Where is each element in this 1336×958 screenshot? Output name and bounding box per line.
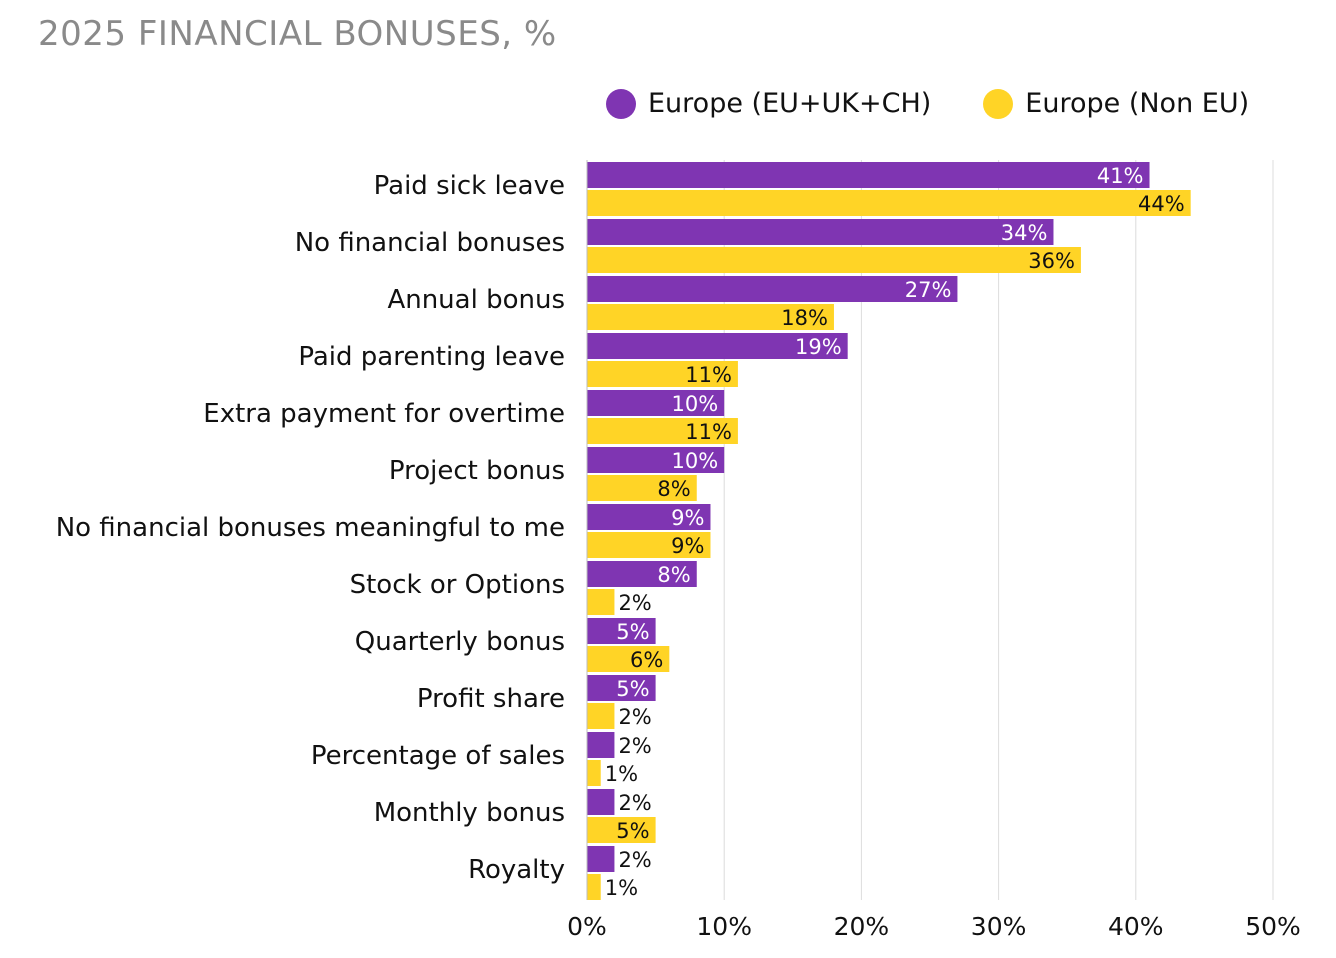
data-label: 11% (685, 420, 732, 444)
bar (587, 760, 601, 786)
x-tick-label: 30% (971, 912, 1027, 941)
data-label: 11% (685, 363, 732, 387)
data-label: 27% (905, 278, 952, 302)
data-label: 10% (672, 449, 719, 473)
data-label: 36% (1028, 249, 1075, 273)
data-label: 2% (618, 591, 651, 615)
category-label: Stock or Options (350, 570, 565, 600)
data-label: 19% (795, 335, 842, 359)
legend-swatch-non-eu (983, 88, 1014, 119)
bar (587, 874, 601, 900)
x-tick-label: 10% (696, 912, 752, 941)
bar (587, 532, 711, 558)
bar (587, 817, 656, 843)
data-label: 34% (1001, 221, 1048, 245)
category-label: Quarterly bonus (355, 627, 565, 657)
bar (587, 504, 711, 530)
bar (587, 703, 615, 729)
x-tick-label: 40% (1108, 912, 1164, 941)
data-label: 5% (616, 677, 649, 701)
data-label: 10% (672, 392, 719, 416)
data-label: 44% (1138, 192, 1185, 216)
data-label: 5% (616, 620, 649, 644)
bar (587, 789, 615, 815)
category-label: No financial bonuses meaningful to me (56, 513, 565, 543)
data-label: 18% (781, 306, 828, 330)
bar (587, 618, 656, 644)
legend: Europe (EU+UK+CH) Europe (Non EU) (606, 88, 1301, 119)
bar (587, 190, 1191, 216)
legend-label-non-eu: Europe (Non EU) (1025, 88, 1250, 119)
data-label: 8% (657, 477, 690, 501)
data-label: 2% (618, 848, 651, 872)
category-label: Percentage of sales (311, 741, 565, 771)
category-label: No financial bonuses (295, 228, 565, 258)
bar (587, 732, 615, 758)
bar (587, 333, 848, 359)
data-label: 1% (605, 762, 638, 786)
x-tick-label: 0% (567, 912, 607, 941)
data-label: 1% (605, 876, 638, 900)
data-label: 2% (618, 734, 651, 758)
bar (587, 418, 738, 444)
bar (587, 162, 1150, 188)
category-label: Monthly bonus (374, 798, 565, 828)
legend-label-eu: Europe (EU+UK+CH) (648, 88, 932, 119)
bar (587, 561, 697, 587)
data-label: 8% (657, 563, 690, 587)
bar (587, 646, 670, 672)
bar (587, 247, 1081, 273)
category-label: Annual bonus (387, 285, 565, 315)
bar (587, 589, 615, 615)
bar (587, 276, 958, 302)
bar (587, 447, 725, 473)
bar (587, 304, 834, 330)
bar (587, 361, 738, 387)
data-label: 9% (671, 534, 704, 558)
bar (587, 475, 697, 501)
chart-title: 2025 FINANCIAL BONUSES, % (38, 14, 557, 54)
data-label: 2% (618, 705, 651, 729)
legend-item-eu: Europe (EU+UK+CH) (606, 88, 931, 119)
data-label: 6% (630, 648, 663, 672)
category-label: Profit share (417, 684, 565, 714)
data-label: 2% (618, 791, 651, 815)
bar (587, 675, 656, 701)
x-tick-label: 50% (1245, 912, 1301, 941)
legend-item-non-eu: Europe (Non EU) (983, 88, 1249, 119)
bar (587, 219, 1054, 245)
legend-swatch-eu (606, 88, 636, 119)
category-label: Project bonus (389, 456, 565, 486)
data-label: 9% (671, 506, 704, 530)
bar (587, 846, 615, 872)
category-label: Paid parenting leave (298, 342, 565, 372)
category-label: Royalty (468, 855, 565, 885)
data-label: 5% (616, 819, 649, 843)
category-label: Extra payment for overtime (203, 399, 565, 429)
data-label: 41% (1097, 164, 1144, 188)
x-tick-label: 20% (834, 912, 890, 941)
bar (587, 390, 725, 416)
category-label: Paid sick leave (374, 171, 565, 201)
